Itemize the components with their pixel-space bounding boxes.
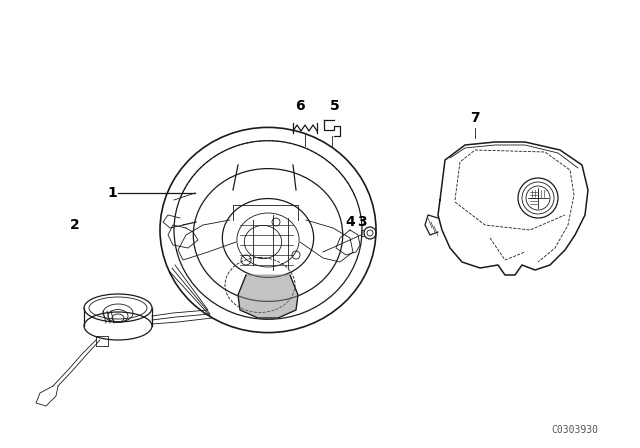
Text: 2: 2 [70, 218, 80, 232]
Text: 4: 4 [345, 215, 355, 229]
Text: 3: 3 [357, 215, 367, 229]
Text: 7: 7 [470, 111, 480, 125]
Text: 1: 1 [107, 186, 117, 200]
Text: C0303930: C0303930 [552, 425, 598, 435]
Text: 6: 6 [295, 99, 305, 113]
Text: 5: 5 [330, 99, 340, 113]
Polygon shape [238, 275, 298, 318]
